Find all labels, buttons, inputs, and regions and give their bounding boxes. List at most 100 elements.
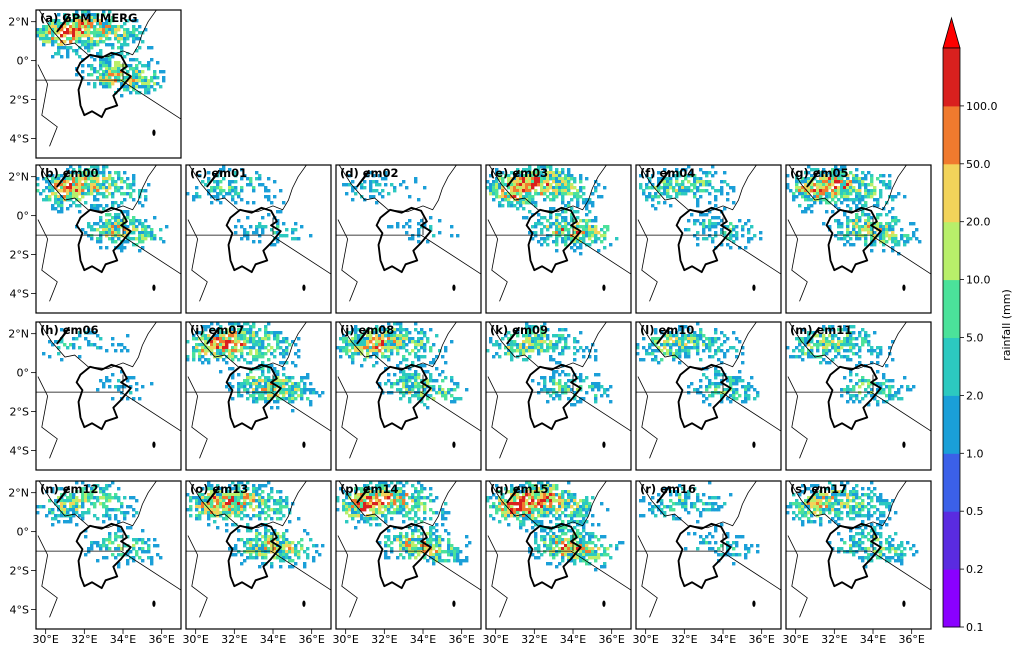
rain-cell [525, 174, 529, 178]
rain-cell [663, 201, 667, 205]
rain-cell [549, 379, 553, 383]
rain-cell [300, 394, 304, 398]
rain-cell [267, 394, 271, 398]
rain-cell [402, 493, 406, 497]
rain-cell [759, 231, 763, 235]
rain-cell [63, 177, 67, 181]
rain-cell [234, 499, 238, 503]
rain-cell [60, 198, 64, 202]
rain-cell [210, 201, 214, 205]
rain-cell [351, 352, 355, 356]
rain-cell [825, 201, 829, 205]
rain-cell [282, 361, 286, 365]
rain-cell [396, 490, 400, 494]
rain-cell [834, 234, 838, 238]
rain-cell [801, 186, 805, 190]
rain-cell [558, 183, 562, 187]
rain-cell [288, 565, 292, 569]
rain-cell [726, 183, 730, 187]
rain-cell [99, 231, 103, 235]
rain-cell [195, 517, 199, 521]
rain-cell [138, 46, 142, 50]
rain-cell [855, 195, 859, 199]
rain-cell [138, 201, 142, 205]
rain-cell [252, 379, 256, 383]
rain-cell [231, 511, 235, 515]
rain-cell [297, 388, 301, 392]
rain-cell [891, 219, 895, 223]
rain-cell [867, 385, 871, 389]
rain-cell [906, 388, 910, 392]
lake-outlines [206, 169, 282, 274]
rain-cell [867, 171, 871, 175]
rain-cell [117, 25, 121, 29]
rain-cell [105, 28, 109, 32]
panel-frame [635, 321, 782, 471]
rain-cell [147, 234, 151, 238]
rain-cell [861, 340, 865, 344]
rain-cell [369, 340, 373, 344]
rain-cell [888, 385, 892, 389]
rain-cell [39, 34, 43, 38]
rain-cell [603, 246, 607, 250]
rain-cell [288, 385, 292, 389]
rain-cell [891, 237, 895, 241]
rain-cell [246, 538, 250, 542]
rain-cell [81, 487, 85, 491]
map-layer [786, 165, 931, 302]
rain-cell [411, 361, 415, 365]
rain-cell [492, 355, 496, 359]
rain-cell [588, 243, 592, 247]
rain-cell [552, 343, 556, 347]
rain-cell [843, 186, 847, 190]
rain-cell [198, 511, 202, 515]
rain-cell [255, 556, 259, 560]
rain-cell [807, 177, 811, 181]
rain-cell [795, 337, 799, 341]
rain-cell [894, 222, 898, 226]
rain-cell [120, 43, 124, 47]
rain-cell [561, 180, 565, 184]
rain-cell [66, 189, 70, 193]
small-lake [452, 441, 456, 448]
rain-cell [135, 49, 139, 53]
rain-cell [81, 496, 85, 500]
rain-cell [540, 186, 544, 190]
rain-cell [264, 400, 268, 404]
rain-cell [693, 340, 697, 344]
rain-cell [675, 192, 679, 196]
rain-cell [549, 186, 553, 190]
rain-cell [102, 31, 106, 35]
rain-cell [879, 228, 883, 232]
rain-cell [96, 13, 100, 17]
rain-cell [573, 192, 577, 196]
rain-cell [153, 70, 157, 74]
rain-cell [690, 382, 694, 386]
rain-cell [273, 180, 277, 184]
rain-cell [405, 334, 409, 338]
rain-cell [549, 216, 553, 220]
rain-cell [108, 508, 112, 512]
rain-cell [105, 547, 109, 551]
panel-label: (l) em10 [640, 323, 694, 337]
rain-cell [597, 237, 601, 241]
rain-cell [132, 538, 136, 542]
rain-cell [876, 346, 880, 350]
rain-cell [123, 37, 127, 41]
rain-cell [519, 186, 523, 190]
rain-cell [690, 183, 694, 187]
rain-cell [270, 562, 274, 566]
rain-cell [855, 397, 859, 401]
rain-cell [543, 192, 547, 196]
rain-cell [645, 195, 649, 199]
rain-cell [402, 355, 406, 359]
rain-cell [705, 237, 709, 241]
rain-cell [390, 331, 394, 335]
rain-cell [735, 231, 739, 235]
rain-cell [306, 547, 310, 551]
rain-cell [141, 550, 145, 554]
rain-cell [369, 490, 373, 494]
rain-cell [78, 177, 82, 181]
rain-cell [849, 237, 853, 241]
rain-cell [288, 400, 292, 404]
